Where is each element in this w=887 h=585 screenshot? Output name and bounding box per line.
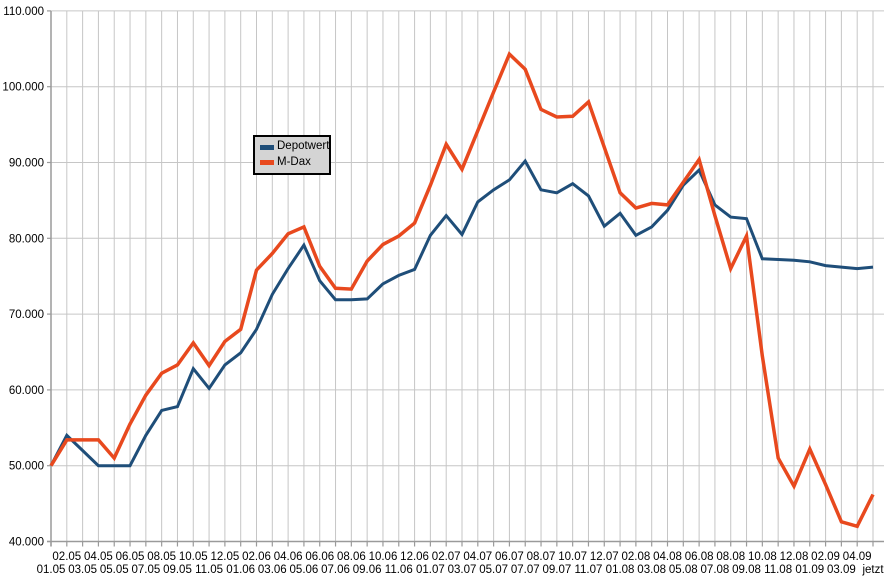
svg-text:10.07: 10.07 <box>558 551 587 563</box>
svg-text:80.000: 80.000 <box>9 233 44 245</box>
legend-label-depotwert: Depotwert <box>277 140 330 153</box>
svg-text:12.08: 12.08 <box>780 551 809 563</box>
svg-text:06.08: 06.08 <box>685 551 714 563</box>
svg-text:08.05: 08.05 <box>147 551 176 563</box>
chart-legend: Depotwert M-Dax <box>253 135 331 175</box>
svg-text:04.08: 04.08 <box>653 551 682 563</box>
svg-text:04.05: 04.05 <box>84 551 113 563</box>
svg-text:12.06: 12.06 <box>400 551 429 563</box>
svg-text:05.08: 05.08 <box>669 564 698 576</box>
legend-item-depotwert: Depotwert <box>260 141 329 153</box>
svg-text:11.05: 11.05 <box>195 564 223 576</box>
svg-text:09.07: 09.07 <box>542 564 571 576</box>
svg-text:05.05: 05.05 <box>100 564 129 576</box>
svg-text:05.06: 05.06 <box>290 564 319 576</box>
svg-text:09.06: 09.06 <box>353 564 382 576</box>
svg-text:11.06: 11.06 <box>385 564 413 576</box>
svg-text:06.05: 06.05 <box>116 551 145 563</box>
legend-item-mdax: M-Dax <box>260 157 329 169</box>
svg-text:12.07: 12.07 <box>590 551 619 563</box>
svg-text:01.06: 01.06 <box>226 564 255 576</box>
svg-text:01.08: 01.08 <box>606 564 635 576</box>
svg-text:jetzt: jetzt <box>861 564 884 576</box>
svg-text:09.05: 09.05 <box>163 564 192 576</box>
svg-text:08.06: 08.06 <box>337 551 366 563</box>
svg-text:110.000: 110.000 <box>3 6 44 18</box>
svg-text:03.08: 03.08 <box>637 564 666 576</box>
svg-text:02.08: 02.08 <box>621 551 650 563</box>
svg-text:07.05: 07.05 <box>131 564 160 576</box>
svg-text:07.08: 07.08 <box>701 564 730 576</box>
svg-text:09.08: 09.08 <box>732 564 761 576</box>
svg-text:07.07: 07.07 <box>511 564 540 576</box>
svg-text:04.06: 04.06 <box>274 551 303 563</box>
svg-text:07.06: 07.06 <box>321 564 350 576</box>
svg-text:03.05: 03.05 <box>68 564 97 576</box>
svg-text:05.07: 05.07 <box>479 564 508 576</box>
svg-text:03.06: 03.06 <box>258 564 287 576</box>
svg-text:06.06: 06.06 <box>305 551 334 563</box>
svg-text:06.07: 06.07 <box>495 551 524 563</box>
svg-text:60.000: 60.000 <box>9 385 44 397</box>
svg-text:11.08: 11.08 <box>764 564 792 576</box>
svg-text:04.09: 04.09 <box>843 551 872 563</box>
svg-text:03.07: 03.07 <box>448 564 477 576</box>
svg-text:02.09: 02.09 <box>811 551 840 563</box>
svg-text:03.09: 03.09 <box>827 564 856 576</box>
svg-text:12.05: 12.05 <box>210 551 239 563</box>
legend-label-mdax: M-Dax <box>277 156 311 169</box>
svg-text:11.07: 11.07 <box>574 564 602 576</box>
svg-text:02.05: 02.05 <box>52 551 81 563</box>
svg-text:01.07: 01.07 <box>416 564 445 576</box>
svg-text:08.08: 08.08 <box>716 551 745 563</box>
svg-text:10.05: 10.05 <box>179 551 208 563</box>
svg-text:90.000: 90.000 <box>9 158 44 170</box>
svg-text:01.09: 01.09 <box>795 564 824 576</box>
svg-text:70.000: 70.000 <box>9 309 44 321</box>
svg-text:02.07: 02.07 <box>432 551 461 563</box>
depotwert-color-swatch <box>260 144 274 150</box>
svg-text:01.05: 01.05 <box>37 564 66 576</box>
mdax-color-swatch <box>260 160 274 166</box>
svg-text:10.06: 10.06 <box>369 551 398 563</box>
svg-text:50.000: 50.000 <box>9 461 44 473</box>
svg-text:08.07: 08.07 <box>527 551 556 563</box>
svg-text:02.06: 02.06 <box>242 551 271 563</box>
svg-text:10.08: 10.08 <box>748 551 777 563</box>
svg-text:04.07: 04.07 <box>463 551 492 563</box>
svg-text:40.000: 40.000 <box>9 537 44 549</box>
svg-text:100.000: 100.000 <box>2 82 44 94</box>
